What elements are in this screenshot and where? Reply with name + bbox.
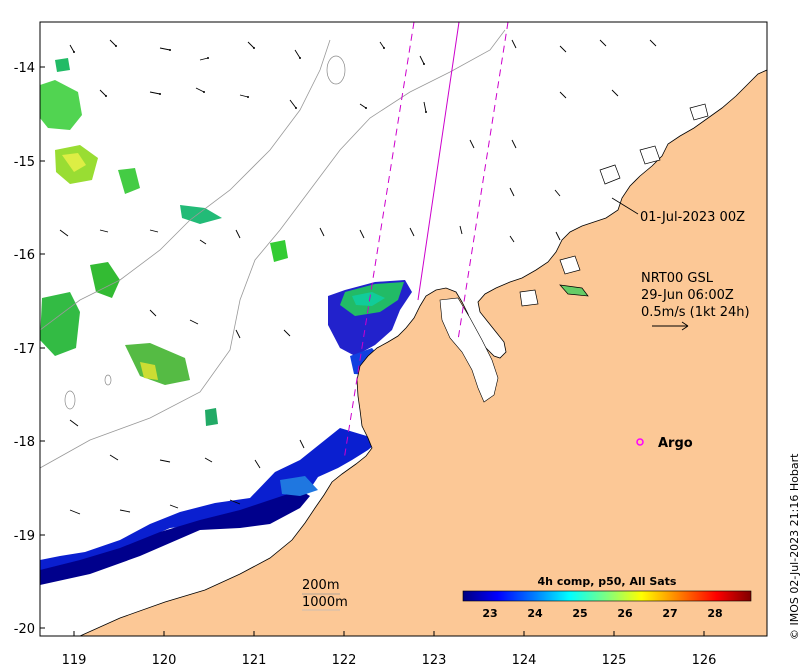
current-vectors [59, 39, 657, 515]
plot-frame [39, 21, 768, 637]
colorbar-ramp [462, 590, 752, 602]
lon-tick-126: 126 [692, 653, 717, 668]
product-name-label: NRT00 GSL [641, 271, 714, 286]
lat-tick-marks [40, 66, 45, 629]
coastal-islands [519, 103, 709, 307]
colorbar-tick-23: 23 [482, 607, 497, 620]
pass-leader-line [611, 197, 639, 215]
lon-tick-labels: 119 120 121 122 123 124 125 126 [62, 653, 717, 668]
current-vector-heads [73, 45, 427, 113]
colorbar-tick-25: 25 [572, 607, 587, 620]
lon-tick-124: 124 [512, 653, 537, 668]
colorbar-tick-26: 26 [617, 607, 633, 620]
gulf-water [439, 297, 499, 403]
lon-tick-120: 120 [152, 653, 177, 668]
pass-time-label: 01-Jul-2023 00Z [640, 210, 745, 225]
sst-coastal-band [40, 280, 412, 585]
lat-tick-15: -15 [14, 155, 35, 170]
small-islands [64, 55, 346, 410]
lon-tick-marks [73, 631, 705, 636]
satellite-track [343, 22, 509, 461]
colorbar-tick-24: 24 [527, 607, 543, 620]
lat-tick-19: -19 [14, 529, 35, 544]
lat-tick-labels: -14 -15 -16 -17 -18 -19 -20 [14, 61, 35, 637]
colorbar-title: 4h comp, p50, All Sats [538, 575, 677, 588]
argo-float-marker[interactable] [636, 438, 644, 446]
lon-tick-123: 123 [422, 653, 447, 668]
isobath-1000-label: 1000m [302, 595, 348, 610]
lat-tick-14: -14 [14, 61, 35, 76]
lon-tick-125: 125 [602, 653, 627, 668]
land-mass [79, 69, 767, 636]
lon-tick-121: 121 [242, 653, 267, 668]
isobath-lines [40, 29, 506, 469]
colorbar-tick-28: 28 [707, 607, 722, 620]
lat-tick-20: -20 [14, 622, 35, 637]
imos-credit: © IMOS 02-Jul-2023 21:16 Hobart [788, 453, 801, 640]
isobath-200-label: 200m [302, 578, 339, 593]
scale-arrow [652, 321, 689, 331]
vector-scale-label: 0.5m/s (1kt 24h) [641, 305, 750, 320]
product-time-label: 29-Jun 06:00Z [641, 288, 734, 303]
argo-label: Argo [658, 436, 693, 451]
sst-colorbar: 4h comp, p50, All Sats 23 24 25 26 27 28 [462, 575, 752, 620]
lat-tick-17: -17 [14, 342, 35, 357]
lat-tick-16: -16 [14, 248, 35, 263]
colorbar-tick-27: 27 [662, 607, 677, 620]
lon-tick-122: 122 [332, 653, 357, 668]
lon-tick-119: 119 [62, 653, 87, 668]
lat-tick-18: -18 [14, 435, 35, 450]
